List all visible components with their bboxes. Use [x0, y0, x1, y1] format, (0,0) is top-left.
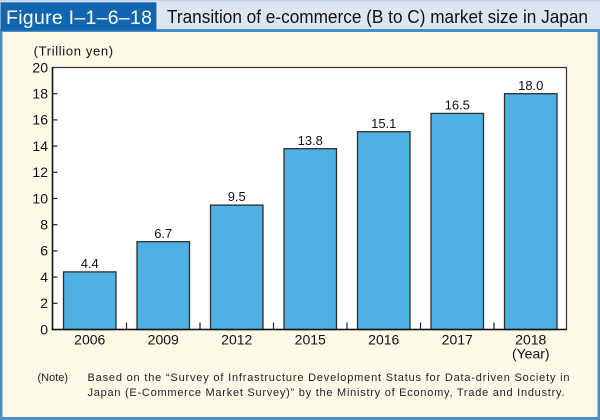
svg-text:13.8: 13.8	[298, 133, 323, 148]
svg-text:Japan (E-Commerce Market Surve: Japan (E-Commerce Market Survey)” by the…	[88, 387, 565, 399]
svg-text:16: 16	[32, 112, 48, 128]
svg-text:16.5: 16.5	[445, 98, 470, 113]
svg-text:18: 18	[32, 86, 48, 102]
svg-text:9.5: 9.5	[228, 189, 246, 204]
svg-text:20: 20	[32, 59, 48, 75]
svg-text:4.4: 4.4	[81, 256, 99, 271]
svg-text:10: 10	[32, 190, 48, 206]
svg-text:Transition of e-commerce (B to: Transition of e-commerce (B to C) market…	[167, 6, 588, 27]
svg-text:12: 12	[32, 164, 48, 180]
svg-text:Based on the “Survey of Infras: Based on the “Survey of Infrastructure D…	[88, 372, 570, 384]
svg-text:2015: 2015	[295, 332, 326, 348]
svg-text:2012: 2012	[221, 332, 252, 348]
svg-text:Figure I–1–6–18: Figure I–1–6–18	[6, 7, 152, 29]
svg-text:(Note): (Note)	[38, 372, 69, 384]
svg-text:8: 8	[40, 217, 48, 233]
svg-text:4: 4	[40, 269, 48, 285]
svg-text:2009: 2009	[148, 332, 179, 348]
svg-text:(Trillion yen): (Trillion yen)	[34, 44, 114, 59]
svg-text:6.7: 6.7	[154, 226, 172, 241]
svg-text:2017: 2017	[442, 332, 473, 348]
svg-text:2: 2	[40, 295, 48, 311]
svg-text:2016: 2016	[368, 332, 399, 348]
svg-text:0: 0	[40, 321, 48, 337]
svg-text:2006: 2006	[74, 332, 105, 348]
svg-text:2018: 2018	[515, 332, 546, 348]
svg-text:6: 6	[40, 243, 48, 259]
svg-text:14: 14	[32, 138, 48, 154]
svg-text:18.0: 18.0	[518, 78, 543, 93]
svg-text:(Year): (Year)	[512, 346, 550, 362]
svg-text:15.1: 15.1	[371, 116, 396, 131]
